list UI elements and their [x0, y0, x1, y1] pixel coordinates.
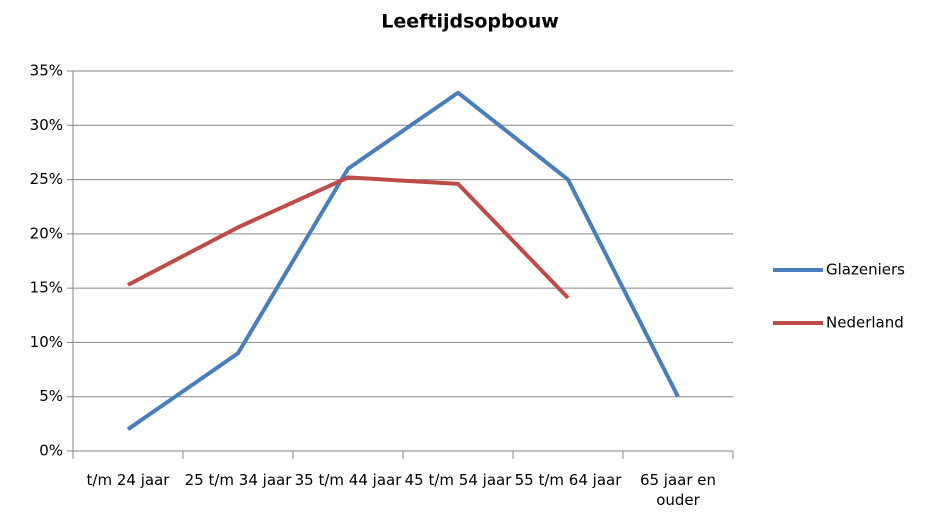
series-line — [127, 175, 570, 300]
y-tick-label: 10% — [30, 333, 63, 351]
y-tick-label: 0% — [39, 442, 63, 460]
legend-label: Glazeniers — [826, 261, 905, 279]
y-tick-label: 5% — [39, 387, 63, 405]
y-tick-label: 20% — [30, 224, 63, 242]
x-tick-label: 45 t/m 54 jaar — [404, 471, 512, 489]
x-tick-label: 55 t/m 64 jaar — [514, 471, 622, 489]
y-tick-label: 25% — [30, 170, 63, 188]
legend-label: Nederland — [826, 314, 904, 332]
y-tick-label: 30% — [30, 116, 63, 134]
x-tick-label: 25 t/m 34 jaar — [184, 471, 292, 489]
y-tick-label: 35% — [30, 62, 63, 80]
series-line — [126, 90, 680, 431]
x-tick-label: 35 t/m 44 jaar — [294, 471, 402, 489]
chart-title: Leeftijdsopbouw — [381, 11, 559, 33]
y-tick-label: 15% — [30, 279, 63, 297]
x-tick-label: t/m 24 jaar — [86, 471, 170, 489]
x-tick-label: 65 jaar en ouder — [639, 471, 717, 509]
